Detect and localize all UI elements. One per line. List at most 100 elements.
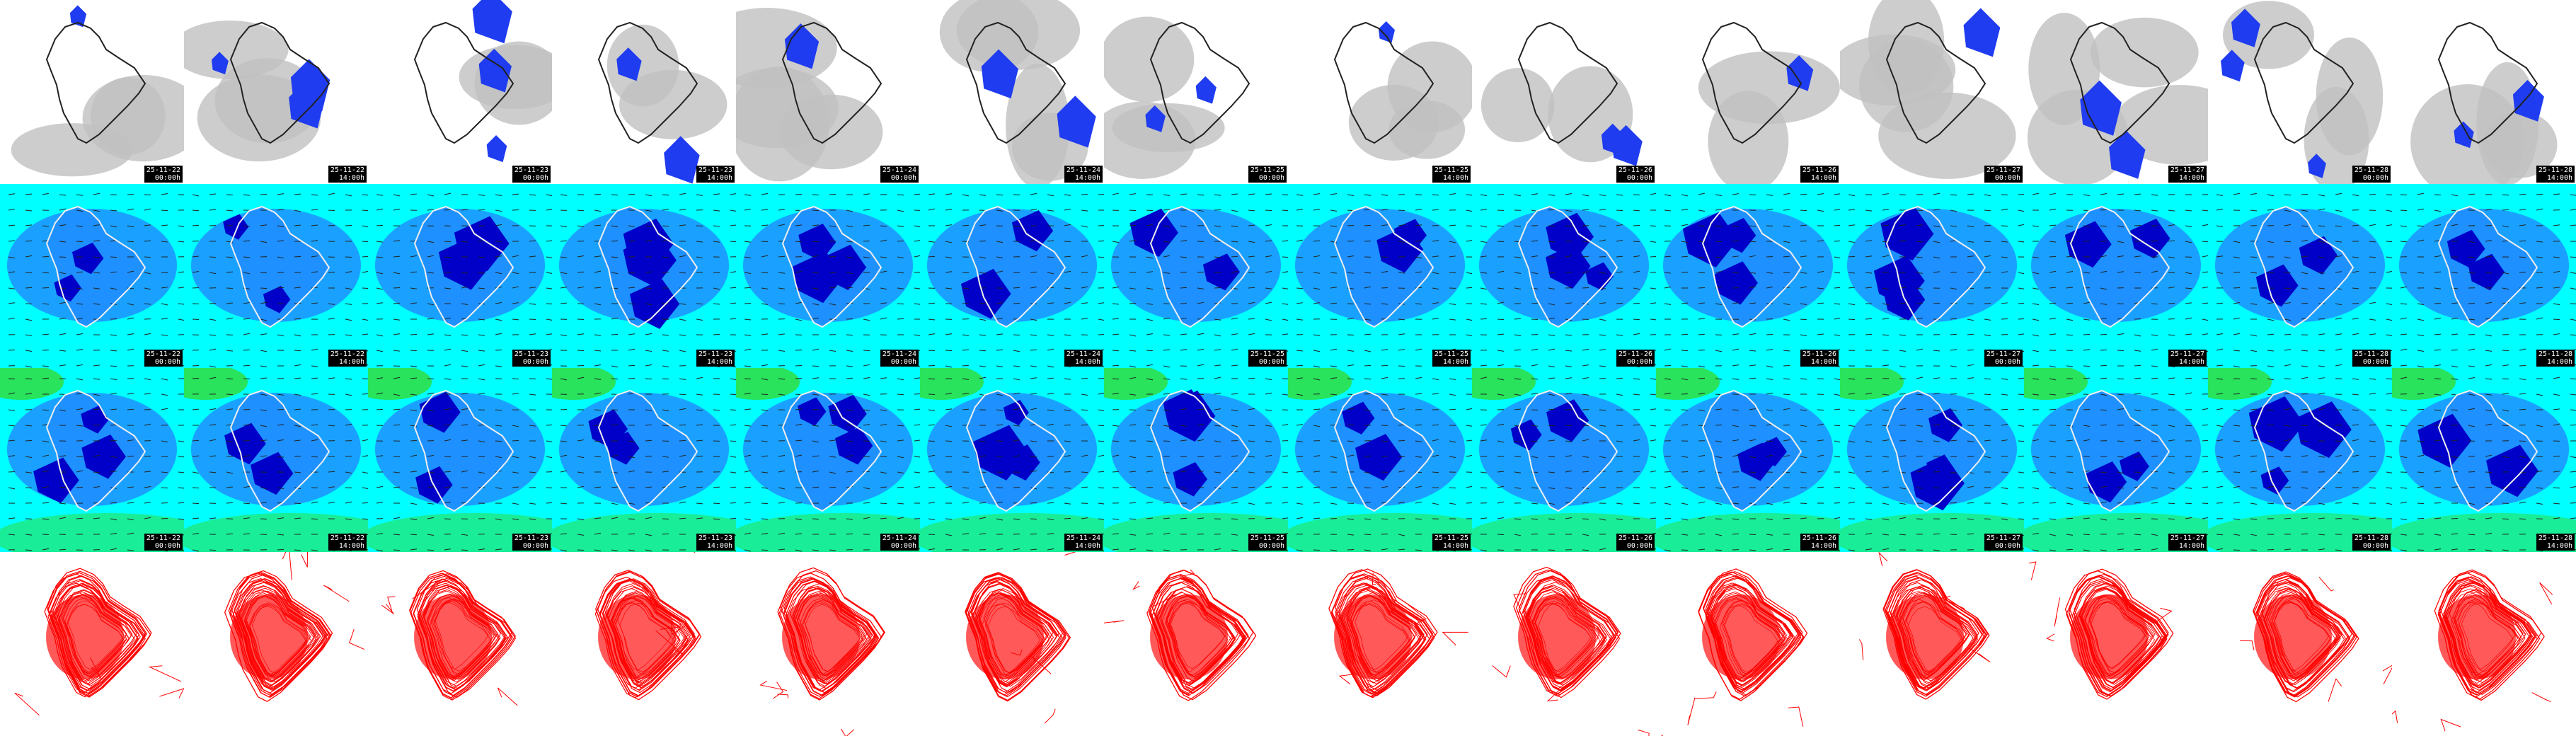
wind-arrow-icon bbox=[192, 270, 200, 273]
wind-arrow-icon bbox=[59, 208, 67, 211]
wind-core bbox=[1714, 261, 1758, 305]
wind-arrow-icon bbox=[362, 209, 368, 212]
wind-arrow-icon bbox=[2536, 256, 2543, 258]
timestamp-time: 00:00h bbox=[2362, 358, 2388, 366]
wind-arrow-icon bbox=[1180, 225, 1188, 228]
wind-arrow-icon bbox=[110, 502, 117, 504]
wind-arrow-icon bbox=[1967, 333, 1974, 335]
wind-arrow-icon bbox=[512, 471, 519, 473]
wind-arrow-icon bbox=[42, 454, 50, 457]
wind-arrow-icon bbox=[1698, 333, 1706, 335]
wind-arrow-icon bbox=[144, 393, 151, 395]
wind-arrow-icon bbox=[2369, 440, 2376, 442]
wind-arrow-icon bbox=[829, 549, 836, 551]
wind-arrow-icon bbox=[1783, 241, 1790, 243]
map-graphic bbox=[1288, 184, 1472, 368]
wind-arrow-icon bbox=[461, 241, 468, 243]
wind-arrow-icon bbox=[744, 486, 752, 488]
wind-arrow-icon bbox=[778, 393, 786, 396]
wind-arrow-icon bbox=[2117, 241, 2124, 243]
wind-arrow-icon bbox=[2100, 377, 2108, 379]
wind-arrow-icon bbox=[8, 224, 16, 226]
wind-arrow-icon bbox=[679, 192, 686, 195]
wind-arrow-icon bbox=[778, 532, 786, 535]
wind-arrow-icon bbox=[1432, 471, 1439, 473]
wind-arrow-icon bbox=[1865, 209, 1873, 212]
island-outline-icon bbox=[2069, 205, 2170, 328]
wind-arrow-icon bbox=[2083, 301, 2091, 304]
wind-arrow-icon bbox=[2553, 303, 2560, 306]
wind-arrow-icon bbox=[778, 470, 786, 473]
wind-arrow-icon bbox=[2233, 502, 2241, 504]
wind-arrow-icon bbox=[2049, 224, 2057, 226]
wind-arrow-icon bbox=[2553, 408, 2560, 410]
wind-arrow-icon bbox=[2134, 548, 2141, 551]
island-outline-icon bbox=[1333, 21, 1434, 144]
wind-arrow-icon bbox=[1599, 272, 1606, 274]
wind-arrow-icon bbox=[1064, 270, 1071, 273]
wind-arrow-icon bbox=[2284, 287, 2292, 289]
wind-arrow-icon bbox=[311, 377, 318, 379]
wind-arrow-icon bbox=[376, 272, 384, 275]
wind-arrow-icon bbox=[1582, 348, 1589, 351]
wind-arrow-icon bbox=[2468, 534, 2476, 536]
contour-fill bbox=[782, 594, 860, 679]
wind-arrow-icon bbox=[645, 439, 652, 442]
wind-arrow-icon bbox=[1984, 456, 1991, 459]
map-panel-cloud: 25-11-25 14:00h bbox=[1288, 0, 1472, 184]
wind-arrow-icon bbox=[2468, 193, 2476, 195]
wind-arrow-icon bbox=[1548, 487, 1556, 490]
wind-arrow-icon bbox=[1749, 302, 1756, 304]
wind-arrow-icon bbox=[2233, 365, 2241, 368]
wind-arrow-icon bbox=[679, 393, 686, 396]
wind-arrow-icon bbox=[645, 517, 652, 519]
wind-arrow-icon bbox=[2284, 486, 2292, 488]
timestamp-label: 25-11-23 00:00h bbox=[512, 350, 551, 367]
map-graphic bbox=[736, 552, 920, 736]
wind-arrow-icon bbox=[679, 378, 686, 381]
wind-arrow-icon bbox=[393, 549, 401, 551]
wind-arrow-icon bbox=[1197, 456, 1204, 458]
map-panel-cloud: 25-11-27 00:00h bbox=[1840, 0, 2024, 184]
wind-arrow-icon bbox=[1047, 518, 1054, 521]
wind-arrow-icon bbox=[1865, 471, 1873, 473]
wind-arrow-icon bbox=[1984, 425, 1991, 427]
wind-arrow-icon bbox=[1480, 549, 1488, 552]
wind-arrow-icon bbox=[2318, 534, 2325, 536]
wind-arrow-icon bbox=[2369, 471, 2376, 473]
timestamp-time: 14:00h bbox=[1810, 358, 1836, 366]
wind-arrow-icon bbox=[2369, 393, 2376, 395]
timestamp-label: 25-11-25 14:00h bbox=[1432, 166, 1471, 183]
wind-arrow-icon bbox=[1817, 486, 1824, 488]
island-outline-icon bbox=[45, 21, 146, 144]
wind-core bbox=[1546, 399, 1589, 442]
wind-arrow-icon bbox=[93, 287, 100, 289]
wind-arrow-icon bbox=[444, 548, 452, 551]
wind-arrow-icon bbox=[611, 486, 619, 488]
wind-core bbox=[2130, 218, 2170, 259]
wind-arrow-icon bbox=[1347, 454, 1355, 457]
wind-band bbox=[1288, 513, 1472, 552]
wind-arrow-icon bbox=[846, 471, 853, 473]
wind-arrow-icon bbox=[1313, 365, 1321, 368]
wind-arrow-icon bbox=[1081, 302, 1088, 304]
wind-arrow-icon bbox=[812, 486, 820, 488]
timestamp-date: 25-11-22 bbox=[146, 350, 180, 358]
wind-arrow-icon bbox=[2485, 393, 2492, 396]
wind-arrow-icon bbox=[778, 502, 786, 504]
wind-band bbox=[2392, 368, 2456, 400]
wind-arrow-icon bbox=[2066, 255, 2074, 258]
wind-arrow-icon bbox=[1146, 470, 1154, 473]
map-graphic bbox=[1288, 552, 1472, 736]
wind-arrow-icon bbox=[410, 377, 418, 379]
wind-arrow-icon bbox=[880, 377, 887, 379]
wind-arrow-icon bbox=[1650, 256, 1656, 258]
wind-arrow-icon bbox=[2369, 241, 2376, 243]
precip-area bbox=[2221, 50, 2245, 82]
wind-arrow-icon bbox=[2369, 318, 2376, 321]
wind-arrow-icon bbox=[127, 270, 134, 273]
wind-arrow-icon bbox=[1882, 209, 1890, 211]
wind-arrow-icon bbox=[863, 256, 870, 259]
wind-arrow-icon bbox=[1848, 456, 1856, 459]
wind-arrow-icon bbox=[2536, 317, 2543, 320]
